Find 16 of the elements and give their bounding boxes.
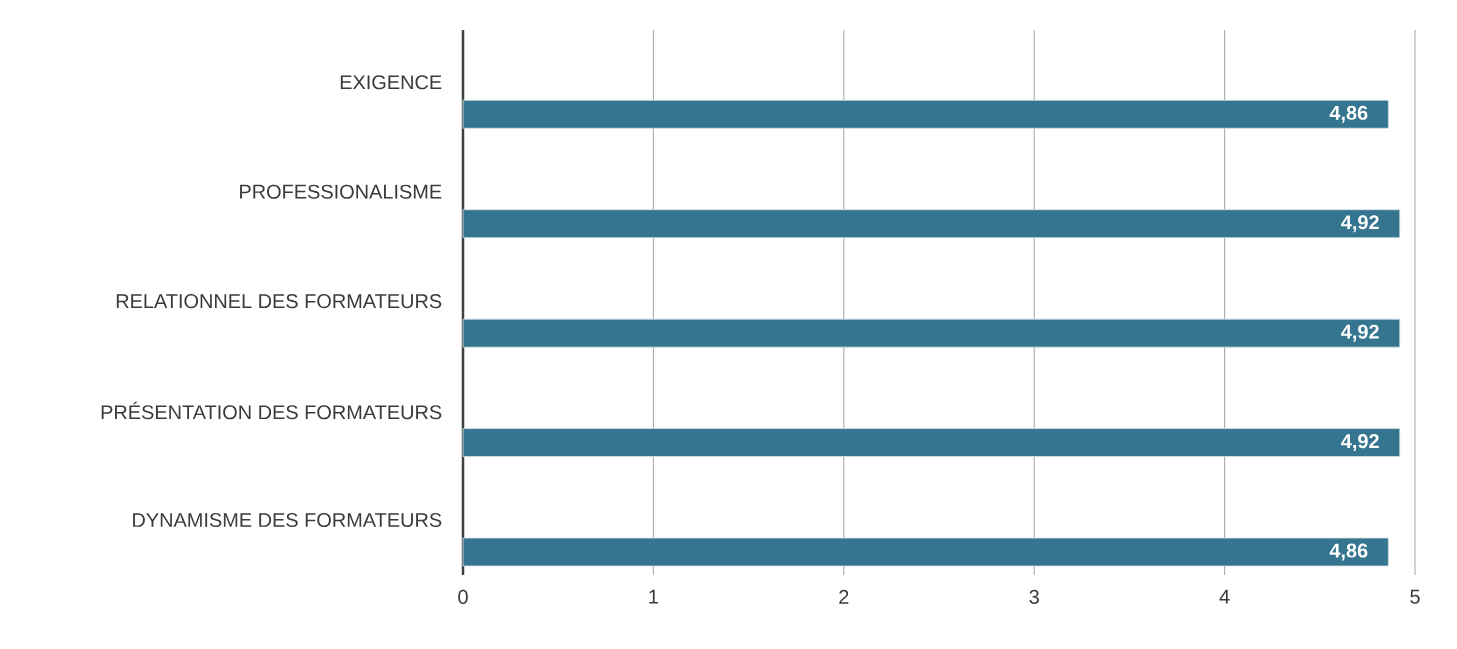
y-tick-label: PROFESSIONALISME bbox=[240, 184, 442, 199]
x-tick-label: 2 bbox=[839, 589, 849, 604]
x-tick-label: 4 bbox=[1219, 589, 1230, 604]
data-label: 4,92 bbox=[1341, 434, 1379, 452]
x-tick-label: 3 bbox=[1029, 589, 1039, 604]
x-tick-label: 0 bbox=[458, 589, 468, 604]
y-tick-label: DYNAMISME DES FORMATEURS bbox=[133, 512, 442, 528]
y-tick-label: EXIGENCE bbox=[340, 75, 442, 90]
x-tick-label: 5 bbox=[1410, 589, 1420, 604]
y-tick-label: RELATIONNEL DES FORMATEURS bbox=[116, 294, 442, 309]
y-tick-label: PRÉSENTATION DES FORMATEURS bbox=[101, 401, 442, 420]
data-label: 4,86 bbox=[1329, 105, 1368, 123]
data-label: 4,92 bbox=[1341, 215, 1379, 233]
x-tick-label: 1 bbox=[649, 589, 658, 604]
data-label: 4,86 bbox=[1329, 543, 1368, 561]
data-label: 4,92 bbox=[1341, 324, 1379, 342]
